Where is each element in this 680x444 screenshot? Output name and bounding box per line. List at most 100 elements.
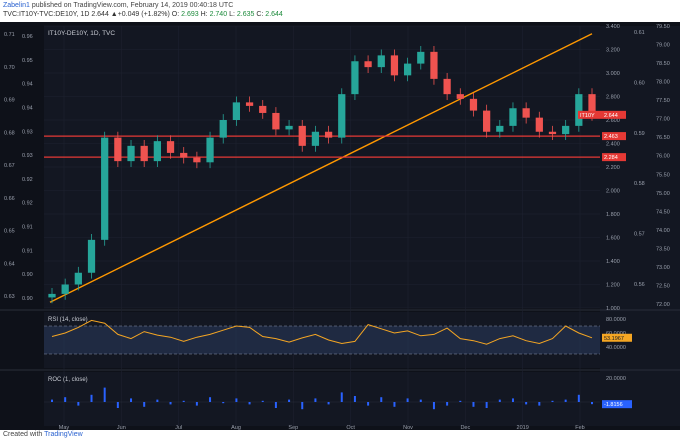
roc-bar[interactable] xyxy=(511,398,514,402)
roc-bar[interactable] xyxy=(182,400,185,402)
candle[interactable] xyxy=(166,141,175,153)
candle[interactable] xyxy=(456,94,464,99)
candle[interactable] xyxy=(403,63,412,76)
candle[interactable] xyxy=(101,137,109,240)
right-axis-tick: 78.00 xyxy=(656,80,670,86)
roc-bar[interactable] xyxy=(222,402,225,404)
candle[interactable] xyxy=(219,120,227,138)
roc-bar[interactable] xyxy=(472,402,475,407)
candle[interactable] xyxy=(206,137,214,163)
roc-bar[interactable] xyxy=(551,400,554,402)
candle[interactable] xyxy=(377,55,385,68)
roc-bar[interactable] xyxy=(143,402,146,407)
y-axis-tick: 2.200 xyxy=(606,165,620,171)
candle[interactable] xyxy=(285,125,293,130)
roc-pane xyxy=(44,372,600,426)
roc-bar[interactable] xyxy=(380,397,383,402)
roc-bar[interactable] xyxy=(591,402,593,405)
candle[interactable] xyxy=(535,117,543,132)
roc-bar[interactable] xyxy=(525,402,528,405)
candle[interactable] xyxy=(575,94,583,126)
roc-bar[interactable] xyxy=(51,399,53,402)
roc-bar[interactable] xyxy=(116,402,119,408)
left-axis-tick: 0.94 xyxy=(22,82,33,88)
candle[interactable] xyxy=(390,55,399,76)
roc-bar[interactable] xyxy=(248,402,251,405)
candle[interactable] xyxy=(298,125,306,146)
trendline[interactable] xyxy=(49,33,593,303)
roc-bar[interactable] xyxy=(327,402,330,405)
rsi-line[interactable] xyxy=(51,319,593,345)
roc-bar[interactable] xyxy=(498,399,501,402)
roc-bar[interactable] xyxy=(459,400,462,402)
candle[interactable] xyxy=(153,141,161,162)
roc-bar[interactable] xyxy=(103,387,106,402)
roc-bar[interactable] xyxy=(156,399,159,402)
roc-bar[interactable] xyxy=(130,398,133,402)
candle[interactable] xyxy=(180,152,188,158)
roc-bar[interactable] xyxy=(235,398,238,402)
candle[interactable] xyxy=(496,125,504,132)
roc-bar[interactable] xyxy=(406,398,409,402)
roc-bar[interactable] xyxy=(288,399,291,402)
candle[interactable] xyxy=(443,78,451,95)
candle[interactable] xyxy=(417,51,425,64)
created-with-text: Created with xyxy=(3,431,43,438)
right-axis-tick: 78.50 xyxy=(656,61,670,67)
left-axis-tick: 0.64 xyxy=(4,261,15,267)
candle[interactable] xyxy=(509,108,517,126)
author-name[interactable]: Zabelin1 xyxy=(3,2,30,9)
candle[interactable] xyxy=(483,110,491,132)
roc-bar[interactable] xyxy=(77,402,80,406)
roc-bar[interactable] xyxy=(209,397,212,402)
candle[interactable] xyxy=(562,125,570,135)
roc-bar[interactable] xyxy=(301,402,304,410)
candle[interactable] xyxy=(48,293,56,298)
roc-bar[interactable] xyxy=(90,394,93,402)
candle[interactable] xyxy=(311,131,320,146)
candle[interactable] xyxy=(140,145,148,162)
roc-bar[interactable] xyxy=(169,402,172,405)
roc-bar[interactable] xyxy=(419,399,422,402)
candle[interactable] xyxy=(469,98,478,111)
candle[interactable] xyxy=(74,272,82,285)
candle[interactable] xyxy=(522,108,530,118)
candle[interactable] xyxy=(193,157,201,163)
roc-bar[interactable] xyxy=(367,402,370,406)
x-axis-tick: Sep xyxy=(288,425,298,430)
candle[interactable] xyxy=(87,239,96,273)
candle[interactable] xyxy=(351,61,359,95)
roc-bar[interactable] xyxy=(274,402,277,408)
roc-bar[interactable] xyxy=(340,392,343,402)
tradingview-logo[interactable]: TradingView xyxy=(44,431,83,438)
roc-bar[interactable] xyxy=(564,399,567,402)
candle[interactable] xyxy=(548,131,557,135)
roc-bar[interactable] xyxy=(393,402,396,407)
right-axis-tick: 0.60 xyxy=(634,80,645,86)
candle[interactable] xyxy=(61,284,69,294)
left-axis-tick: 0.92 xyxy=(22,201,33,207)
roc-bar[interactable] xyxy=(353,396,356,402)
left-axis-tick: 0.95 xyxy=(22,58,33,64)
roc-bar[interactable] xyxy=(64,397,67,402)
candle[interactable] xyxy=(114,137,122,162)
roc-bar[interactable] xyxy=(195,402,198,406)
price-chart[interactable]: IT10Y-DE10Y, 1D, TVC 0.71 0.70 0.69 0.68 0.67… xyxy=(0,22,680,430)
candle[interactable] xyxy=(430,51,438,79)
candle[interactable] xyxy=(324,131,333,138)
roc-bar[interactable] xyxy=(261,400,264,402)
roc-bar[interactable] xyxy=(577,394,580,402)
candle[interactable] xyxy=(259,105,267,113)
candle[interactable] xyxy=(232,102,241,120)
candle[interactable] xyxy=(127,145,135,162)
candle[interactable] xyxy=(588,94,596,115)
candle[interactable] xyxy=(364,61,372,68)
roc-bar[interactable] xyxy=(314,398,317,402)
roc-bar[interactable] xyxy=(432,402,435,410)
candle[interactable] xyxy=(338,94,346,138)
roc-bar[interactable] xyxy=(446,402,449,406)
roc-bar[interactable] xyxy=(485,402,488,408)
roc-bar[interactable] xyxy=(538,402,541,406)
candle[interactable] xyxy=(272,112,280,130)
candle[interactable] xyxy=(245,102,254,106)
